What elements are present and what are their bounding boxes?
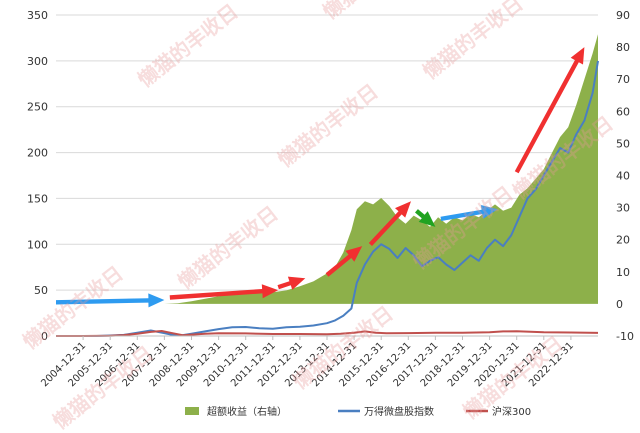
right-tick-label: 70 <box>616 73 630 86</box>
microcap-index-line <box>56 60 599 337</box>
annotation-arrow <box>277 276 306 290</box>
legend: 超额收益（右轴） 万得微盘股指数 沪深300 <box>185 405 531 418</box>
right-tick-label: 90 <box>616 9 630 22</box>
legend-swatch <box>185 407 199 415</box>
right-tick-label: 10 <box>616 266 630 279</box>
right-tick-label: -10 <box>616 330 634 343</box>
excess-return-area-path <box>56 34 598 304</box>
annotation-arrow <box>56 293 165 308</box>
legend-item-csi300: 沪深300 <box>466 405 531 418</box>
left-tick-label: 0 <box>41 330 48 343</box>
left-tick-label: 350 <box>27 9 48 22</box>
left-tick-label: 150 <box>27 192 48 205</box>
left-tick-label: 50 <box>34 284 48 297</box>
watermark-text: 懒猫的丰收日 <box>173 201 282 294</box>
right-tick-label: 0 <box>616 298 623 311</box>
watermark-text: 懒猫的丰收日 <box>273 79 382 172</box>
legend-label: 超额收益（右轴） <box>207 405 287 418</box>
watermark-text: 懒猫的丰收日 <box>18 261 127 354</box>
left-tick-label: 300 <box>27 55 48 68</box>
csi300-line <box>56 330 599 337</box>
legend-label: 沪深300 <box>492 405 531 418</box>
legend-label: 万得微盘股指数 <box>364 405 434 418</box>
left-tick-label: 200 <box>27 147 48 160</box>
left-tick-label: 100 <box>27 238 48 251</box>
left-tick-label: 250 <box>27 101 48 114</box>
annotation-arrow <box>368 201 411 246</box>
right-tick-label: 20 <box>616 234 630 247</box>
annotation-arrow <box>169 284 279 300</box>
annotation-arrow <box>514 47 585 174</box>
right-tick-label: 40 <box>616 170 630 183</box>
right-tick-label: 50 <box>616 137 630 150</box>
right-tick-label: 30 <box>616 202 630 215</box>
grid <box>56 14 598 337</box>
watermark-text: 懒猫的丰收日 <box>318 0 427 24</box>
annotation-arrow <box>325 246 363 277</box>
legend-item-excess-return: 超额收益（右轴） <box>185 405 287 418</box>
annotation-arrows <box>56 47 585 308</box>
right-tick-label: 80 <box>616 41 630 54</box>
line-series <box>56 60 599 337</box>
right-tick-label: 60 <box>616 105 630 118</box>
legend-item-microcap-index: 万得微盘股指数 <box>338 405 434 418</box>
excess-return-area <box>56 34 598 304</box>
annotation-arrow <box>415 209 436 227</box>
watermark-text: 懒猫的丰收日 <box>133 0 242 92</box>
watermark-text: 懒猫的丰收日 <box>418 0 527 84</box>
annotation-arrow <box>440 205 498 221</box>
